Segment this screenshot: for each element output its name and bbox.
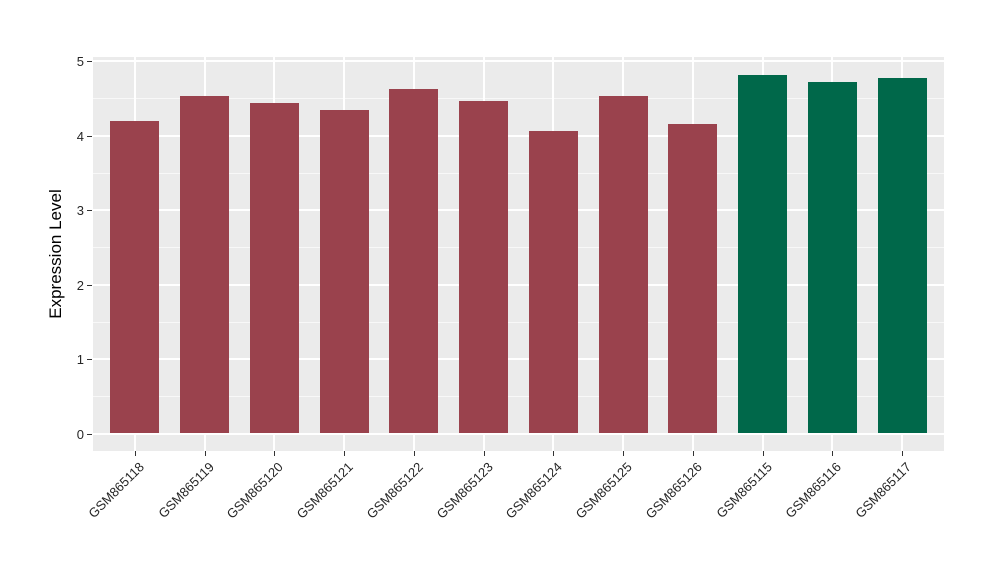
bar-GSM865116 bbox=[807, 81, 857, 434]
bar-GSM865120 bbox=[249, 103, 299, 434]
x-tick-mark bbox=[832, 451, 834, 456]
x-tick-label: GSM865126 bbox=[642, 459, 705, 522]
x-tick-label: GSM865122 bbox=[363, 459, 426, 522]
bar-GSM865125 bbox=[598, 96, 648, 434]
gridline-major-y bbox=[93, 134, 944, 137]
x-tick-mark bbox=[692, 451, 694, 456]
y-tick-mark bbox=[87, 433, 92, 435]
x-tick-mark bbox=[204, 451, 206, 456]
x-tick-mark bbox=[553, 451, 555, 456]
y-tick-mark bbox=[87, 135, 92, 137]
bar-GSM865122 bbox=[389, 89, 439, 434]
y-tick-label: 3 bbox=[76, 203, 84, 218]
x-tick-label: GSM865115 bbox=[712, 459, 775, 521]
bar-GSM865123 bbox=[459, 101, 509, 434]
plot-panel bbox=[93, 57, 944, 451]
x-tick-mark bbox=[762, 451, 764, 456]
y-tick-mark bbox=[87, 210, 92, 211]
gridline-minor-y bbox=[93, 396, 944, 398]
gridline-minor-y bbox=[93, 98, 944, 100]
x-tick-label: GSM865125 bbox=[572, 459, 636, 522]
x-tick-label: GSM865123 bbox=[433, 459, 496, 522]
gridline-major-y bbox=[93, 60, 944, 62]
bar-GSM865118 bbox=[110, 120, 160, 434]
x-tick-label: GSM865118 bbox=[85, 459, 147, 521]
y-tick-label: 2 bbox=[76, 277, 84, 293]
y-tick-label: 1 bbox=[76, 352, 84, 367]
y-tick-label: 0 bbox=[76, 426, 84, 442]
x-tick-mark bbox=[413, 451, 415, 456]
bar-GSM865119 bbox=[180, 96, 230, 434]
y-tick-label: 5 bbox=[76, 54, 84, 69]
x-tick-mark bbox=[274, 451, 276, 456]
gridline-minor-y bbox=[93, 172, 944, 174]
x-tick-mark bbox=[483, 451, 485, 456]
x-tick-label: GSM865121 bbox=[293, 459, 357, 522]
gridline-major-y bbox=[93, 358, 944, 360]
y-tick-mark bbox=[87, 61, 92, 62]
bar-GSM865124 bbox=[528, 131, 578, 434]
bar-GSM865117 bbox=[877, 78, 927, 434]
bar-GSM865115 bbox=[738, 75, 788, 434]
x-tick-label: GSM865120 bbox=[224, 459, 287, 522]
gridline-major-y bbox=[93, 432, 944, 435]
bar-GSM865126 bbox=[668, 124, 718, 434]
x-tick-label: GSM865116 bbox=[782, 459, 845, 521]
y-tick-label: 4 bbox=[76, 128, 84, 144]
y-tick-mark bbox=[87, 359, 92, 360]
x-tick-mark bbox=[344, 451, 346, 456]
x-tick-label: GSM865117 bbox=[852, 459, 915, 521]
x-tick-label: GSM865119 bbox=[154, 459, 217, 521]
gridline-major-y bbox=[93, 283, 944, 286]
gridline-major-y bbox=[93, 209, 944, 211]
x-tick-mark bbox=[902, 451, 904, 456]
x-tick-mark bbox=[623, 451, 625, 456]
gridline-minor-y bbox=[93, 247, 944, 249]
bar-GSM865121 bbox=[319, 110, 369, 434]
x-tick-label: GSM865124 bbox=[503, 459, 566, 522]
x-tick-mark bbox=[134, 451, 136, 456]
y-tick-mark bbox=[87, 284, 92, 286]
gridline-minor-y bbox=[93, 321, 944, 323]
